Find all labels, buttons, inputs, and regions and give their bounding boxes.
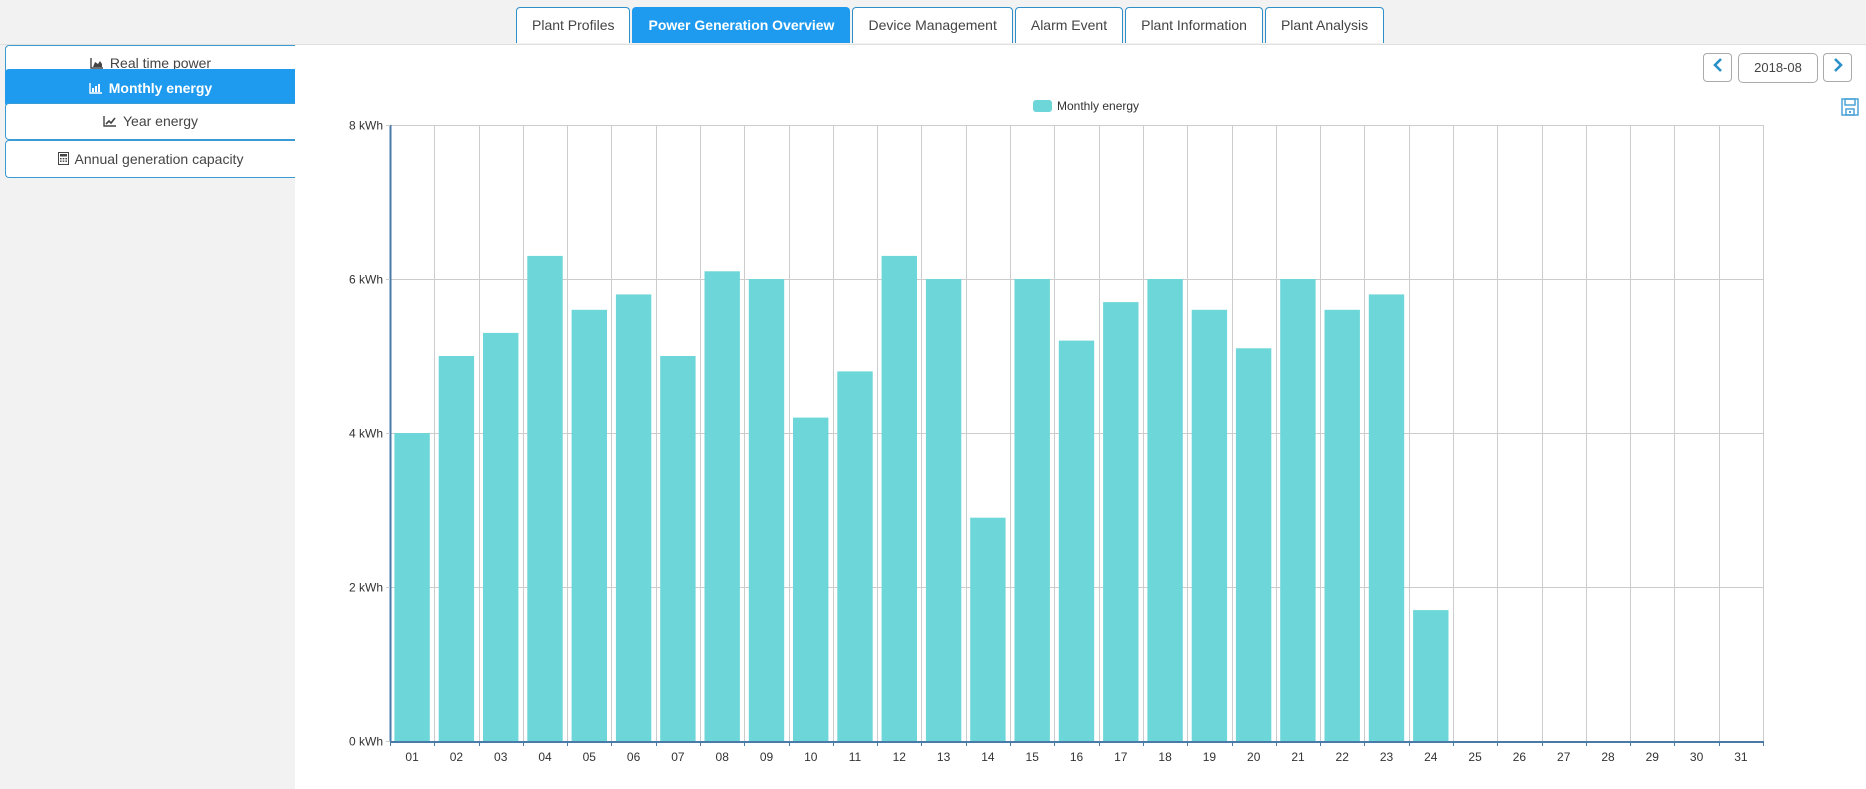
bars: [394, 255, 1449, 741]
sidebar-item-monthly-energy[interactable]: Monthly energy: [5, 69, 295, 107]
y-tick-label: 8 kWh: [349, 119, 383, 133]
monthly-energy-chart: Monthly energy 0 kWh 2 kWh 4 kWh 6 kWh 8 kWh…: [349, 99, 1764, 764]
bar-08[interactable]: [704, 271, 740, 741]
tab-power-generation-overview[interactable]: Power Generation Overview: [632, 7, 851, 43]
sidebar-item-label: Annual generation capacity: [74, 151, 244, 167]
calculator-icon: [57, 142, 69, 178]
bar-07[interactable]: [660, 356, 696, 741]
x-tick-label: 18: [1158, 750, 1172, 764]
y-tick-label: 6 kWh: [349, 273, 383, 287]
x-tick-label: 30: [1690, 750, 1704, 764]
y-axis-ticks: 0 kWh 2 kWh 4 kWh 6 kWh 8 kWh: [349, 119, 390, 749]
sidebar-item-label: Monthly energy: [108, 80, 213, 96]
area-chart-icon: [90, 47, 104, 81]
x-tick-label: 10: [804, 750, 818, 764]
x-tick-label: 29: [1646, 750, 1660, 764]
x-tick-label: 24: [1424, 750, 1438, 764]
bar-17[interactable]: [1103, 302, 1139, 741]
bar-09[interactable]: [748, 279, 785, 741]
bar-22[interactable]: [1324, 309, 1360, 741]
x-tick-label: 26: [1513, 750, 1527, 764]
sidebar-item-label: Real time power: [109, 55, 212, 71]
x-tick-label: 06: [627, 750, 641, 764]
save-icon: [1841, 98, 1859, 120]
bar-23[interactable]: [1368, 294, 1405, 741]
x-tick-label: 27: [1557, 750, 1571, 764]
bar-chart-icon: [89, 71, 103, 107]
x-tick-label: 12: [893, 750, 907, 764]
tab-plant-profiles[interactable]: Plant Profiles: [516, 7, 631, 43]
main-tabs: Plant Profiles Power Generation Overview…: [516, 7, 1386, 44]
x-tick-label: 19: [1203, 750, 1217, 764]
chevron-right-icon: [1833, 58, 1843, 77]
x-tick-label: 21: [1291, 750, 1305, 764]
x-tick-label: 31: [1734, 750, 1748, 764]
bar-01[interactable]: [394, 433, 430, 741]
bar-04[interactable]: [527, 255, 563, 741]
x-tick-label: 13: [937, 750, 951, 764]
x-tick-label: 17: [1114, 750, 1128, 764]
sidebar: Real time power Monthly energy Year ener…: [0, 45, 295, 789]
x-tick-label: 15: [1026, 750, 1040, 764]
tab-device-management[interactable]: Device Management: [852, 7, 1013, 43]
x-tick-label: 04: [538, 750, 552, 764]
sidebar-item-year-energy[interactable]: Year energy: [5, 103, 295, 140]
bar-12[interactable]: [881, 255, 917, 741]
bar-21[interactable]: [1280, 279, 1316, 741]
bar-11[interactable]: [837, 371, 873, 741]
x-tick-label: 20: [1247, 750, 1261, 764]
bar-24[interactable]: [1413, 610, 1449, 741]
x-tick-label: 16: [1070, 750, 1084, 764]
x-tick-label: 07: [671, 750, 685, 764]
save-as-image-button[interactable]: [1841, 98, 1859, 116]
legend-swatch: [1033, 100, 1052, 112]
y-tick-label: 0 kWh: [349, 735, 383, 749]
x-tick-label: 08: [716, 750, 730, 764]
x-tick-label: 11: [849, 750, 862, 764]
x-tick-label: 09: [760, 750, 774, 764]
x-tick-label: 22: [1336, 750, 1350, 764]
legend-label: Monthly energy: [1057, 99, 1139, 113]
x-tick-label: 02: [450, 750, 464, 764]
prev-period-button[interactable]: [1703, 53, 1732, 82]
bar-19[interactable]: [1191, 309, 1228, 741]
bar-13[interactable]: [925, 279, 962, 741]
tab-plant-analysis[interactable]: Plant Analysis: [1264, 7, 1385, 43]
x-tick-label: 05: [583, 750, 597, 764]
x-tick-label: 14: [981, 750, 995, 764]
legend[interactable]: Monthly energy: [1033, 99, 1139, 113]
sidebar-item-annual-generation-capacity[interactable]: Annual generation capacity: [5, 140, 295, 178]
y-tick-label: 4 kWh: [349, 427, 383, 441]
bar-14[interactable]: [970, 517, 1006, 741]
x-tick-label: 28: [1601, 750, 1615, 764]
bar-10[interactable]: [793, 417, 829, 741]
bar-18[interactable]: [1147, 279, 1183, 741]
bar-20[interactable]: [1235, 348, 1272, 741]
line-chart-icon: [103, 105, 117, 139]
bar-15[interactable]: [1014, 279, 1050, 741]
bar-02[interactable]: [438, 356, 475, 741]
tab-alarm-event[interactable]: Alarm Event: [1014, 7, 1124, 43]
bar-05[interactable]: [571, 309, 607, 741]
bar-16[interactable]: [1058, 340, 1095, 741]
tab-plant-information[interactable]: Plant Information: [1125, 7, 1263, 43]
axes: [389, 125, 1764, 743]
chart-panel: 2018-08 Monthly energy 0 kWh 2 kWh 4 kWh 6 …: [295, 45, 1866, 789]
bar-03[interactable]: [483, 332, 519, 741]
tab-divider: [0, 44, 1866, 45]
chevron-left-icon: [1712, 58, 1723, 77]
sidebar-item-label: Year energy: [123, 113, 198, 129]
x-tick-label: 25: [1468, 750, 1482, 764]
y-tick-label: 2 kWh: [349, 581, 383, 595]
x-axis-ticks: 01 02 03 04 05 06 07 08 09 10 11 12 13 14 15 16 17 18 19 20…: [390, 741, 1764, 764]
x-tick-label: 01: [405, 750, 419, 764]
x-tick-label: 23: [1380, 750, 1394, 764]
next-period-button[interactable]: [1823, 53, 1852, 82]
period-field[interactable]: 2018-08: [1738, 53, 1818, 83]
bar-06[interactable]: [615, 294, 652, 741]
x-tick-label: 03: [494, 750, 508, 764]
